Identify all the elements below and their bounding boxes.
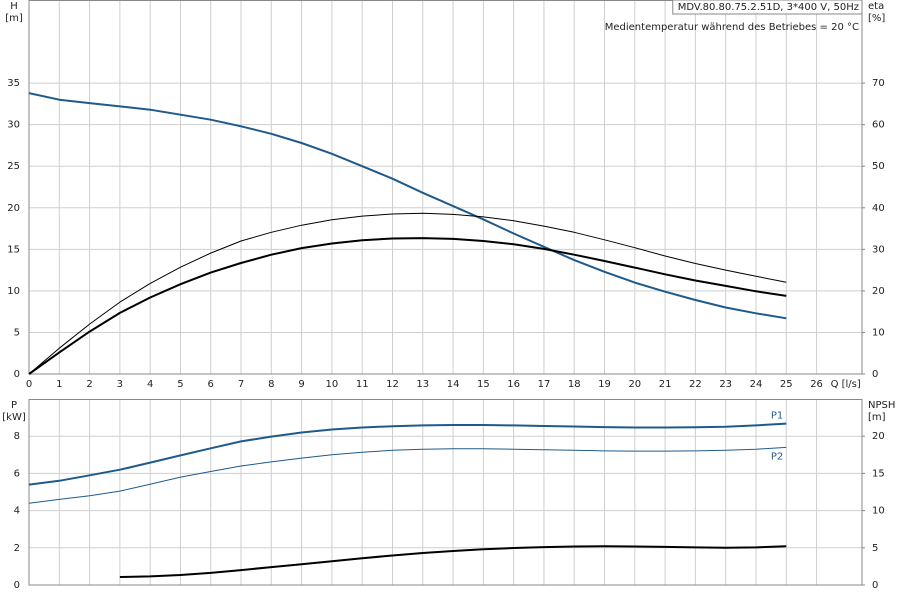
y-axis-label: H [10,1,18,12]
y-tick-label: 30 [7,120,20,131]
y-tick-label: 20 [7,203,20,214]
x-tick-label: 23 [719,379,732,390]
x-axis-label: Q [l/s] [831,379,861,390]
curve [28,422,787,486]
y2-axis-label: NPSH [868,400,895,411]
x-tick-label: 12 [386,379,399,390]
x-tick-label: 17 [538,379,551,390]
x-tick-label: 3 [117,379,123,390]
annotation-box [672,0,863,15]
x-tick-label: 0 [26,379,32,390]
y-tick-label: 6 [14,468,20,479]
y2-tick-label: 5 [872,543,878,554]
y2-tick-label: 10 [872,327,885,338]
y2-tick-label: 15 [872,468,885,479]
curve [119,545,787,578]
y-axis-label: P [11,400,17,411]
y-tick-label: 4 [14,506,20,517]
y2-axis-label: eta [868,1,884,12]
x-tick-label: 14 [447,379,460,390]
curve-label: P1 [771,411,783,422]
x-tick-label: 19 [598,379,611,390]
y2-tick-label: 0 [872,369,878,380]
y-tick-label: 0 [14,580,20,591]
y2-tick-label: 60 [872,120,885,131]
y-tick-label: 25 [7,161,20,172]
y2-tick-label: 0 [872,580,878,591]
y2-axis-unit: [m] [868,412,886,423]
curve-label: P2 [771,451,783,462]
x-tick-label: 5 [177,379,183,390]
y2-tick-label: 50 [872,161,885,172]
plot-frame [28,399,863,586]
y2-tick-label: 10 [872,506,885,517]
y-tick-label: 2 [14,543,20,554]
curve [28,237,787,375]
x-tick-label: 18 [568,379,581,390]
x-tick-label: 16 [507,379,520,390]
y2-axis-unit: [%] [868,13,885,24]
x-tick-label: 7 [238,379,244,390]
y2-tick-label: 20 [872,286,885,297]
x-tick-label: 1 [56,379,62,390]
x-tick-label: 20 [628,379,641,390]
x-tick-label: 25 [780,379,793,390]
x-tick-label: 4 [147,379,153,390]
x-tick-label: 8 [268,379,274,390]
y-axis-unit: [m] [5,13,23,24]
y-tick-label: 0 [14,369,20,380]
y-tick-label: 35 [7,78,20,89]
x-tick-label: 22 [689,379,702,390]
annotation: Medientemperatur während des Betriebes =… [605,22,859,33]
x-tick-label: 9 [298,379,304,390]
x-tick-label: 26 [810,379,823,390]
y-tick-label: 15 [7,244,20,255]
plot-frame [28,0,863,375]
x-tick-label: 2 [86,379,92,390]
y2-tick-label: 70 [872,78,885,89]
curve [28,92,787,320]
curve [28,446,787,504]
y2-tick-label: 30 [872,244,885,255]
x-tick-label: 13 [416,379,429,390]
y2-tick-label: 40 [872,203,885,214]
x-tick-label: 21 [659,379,672,390]
x-tick-label: 11 [356,379,369,390]
x-tick-label: 15 [477,379,490,390]
y-tick-label: 5 [14,327,20,338]
y2-tick-label: 20 [872,431,885,442]
annotation: MDV.80.80.75.2.51D, 3*400 V, 50Hz [678,2,859,13]
y-tick-label: 8 [14,431,20,442]
x-tick-label: 6 [208,379,214,390]
y-axis-unit: [kW] [2,412,26,423]
curve [28,212,787,375]
y-tick-label: 10 [7,286,20,297]
x-tick-label: 24 [750,379,763,390]
x-tick-label: 10 [326,379,339,390]
